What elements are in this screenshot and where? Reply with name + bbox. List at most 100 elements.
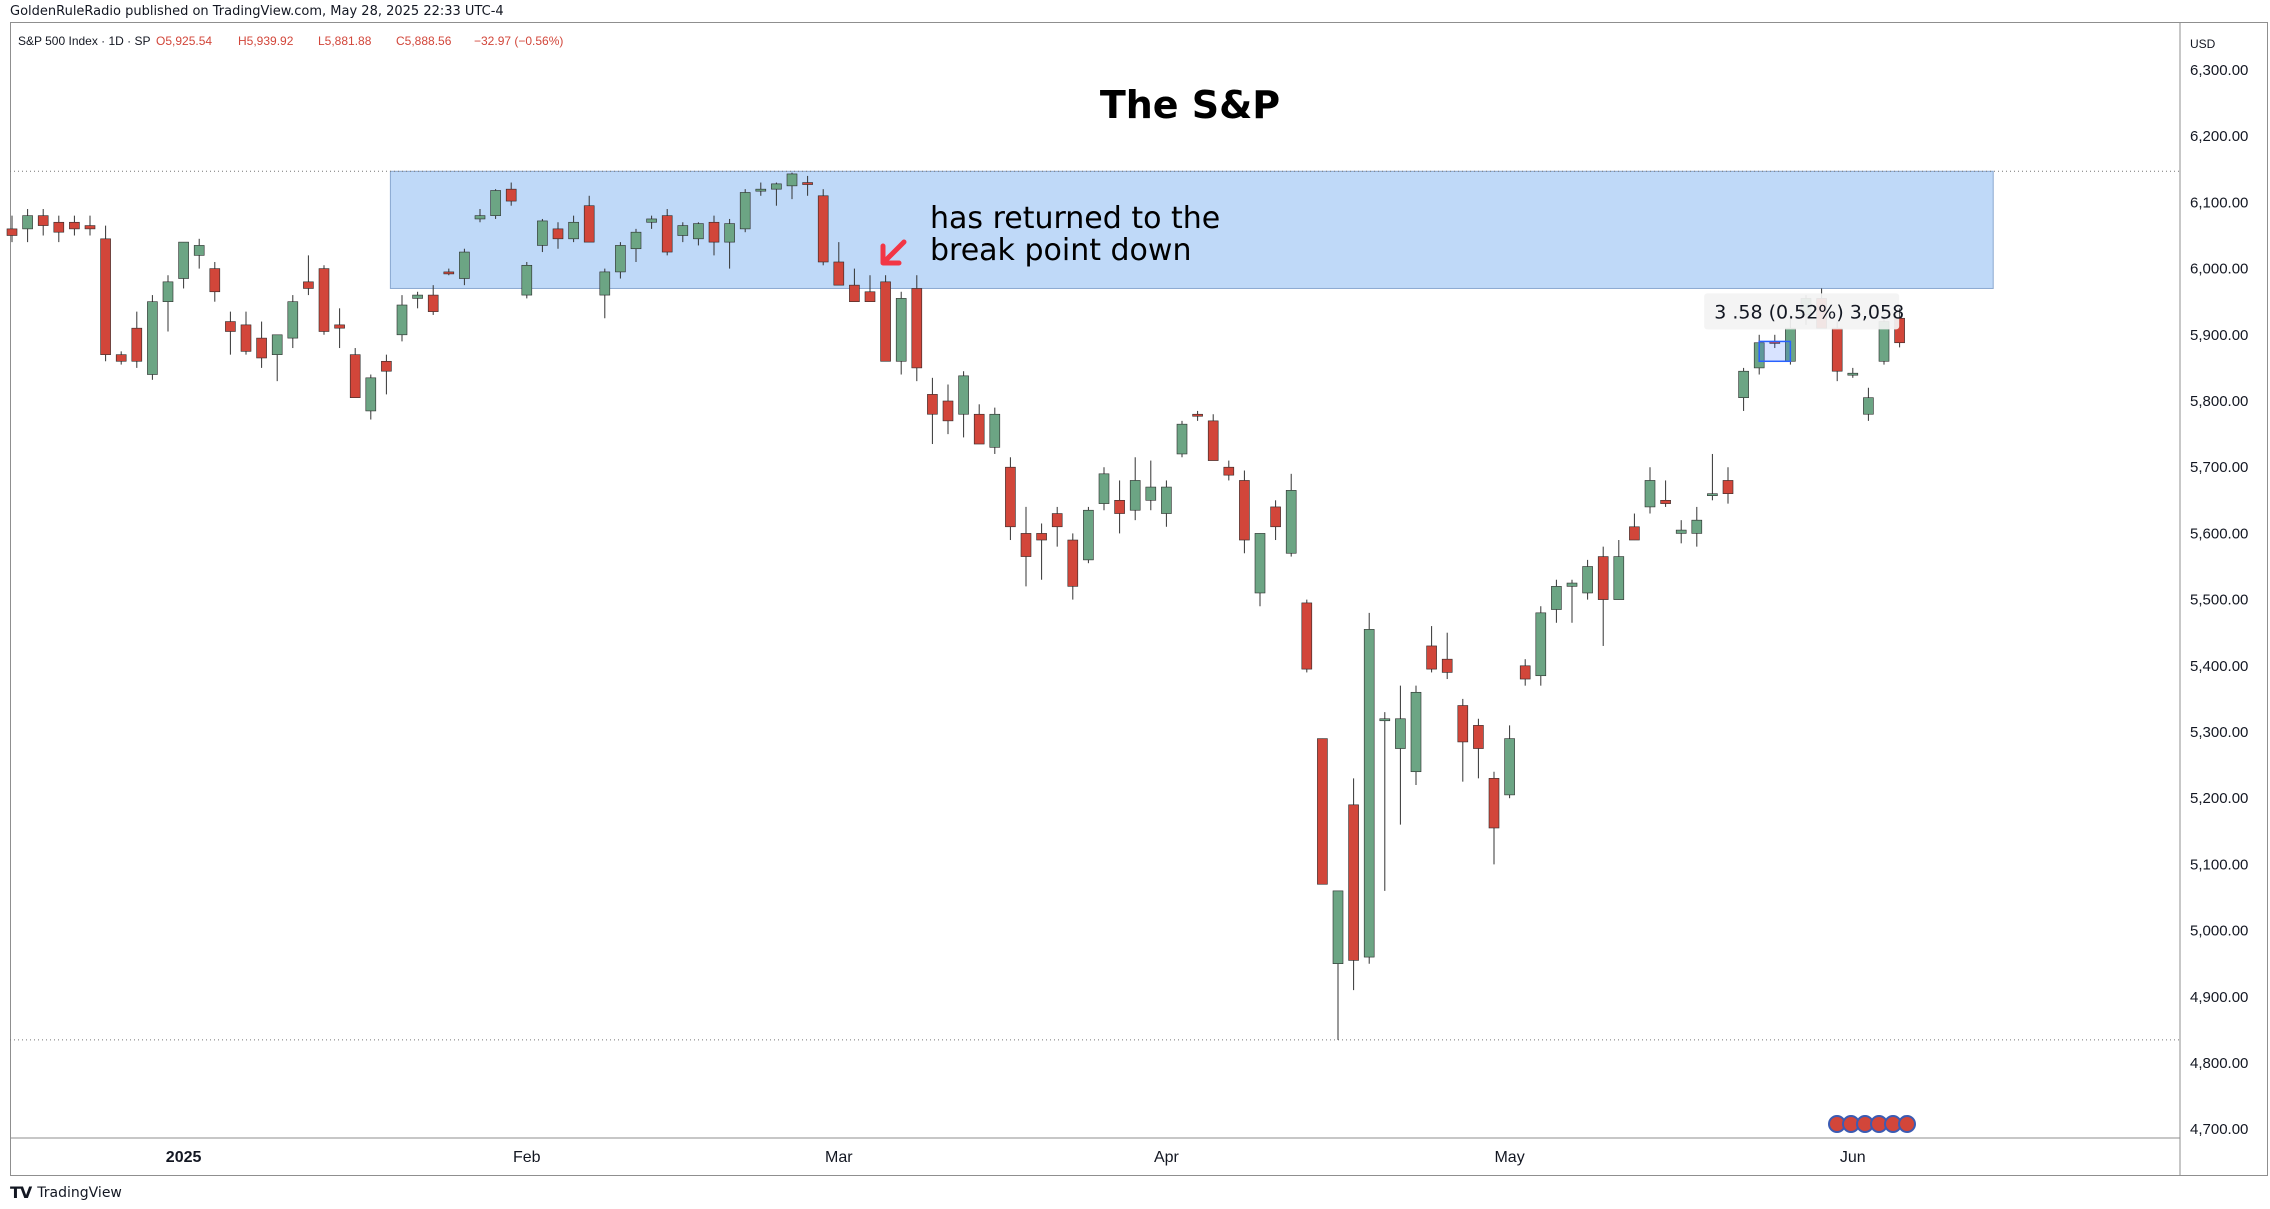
time-tick-label: Jun bbox=[1840, 1149, 1866, 1166]
chart-frame bbox=[10, 22, 2268, 1176]
candle-body bbox=[1098, 473, 1110, 504]
candle bbox=[115, 351, 127, 365]
legend-close: C5,888.56 bbox=[396, 34, 452, 48]
candle bbox=[537, 218, 548, 253]
candle bbox=[1332, 890, 1344, 1040]
candle-body bbox=[942, 400, 954, 422]
candle bbox=[1519, 659, 1531, 686]
currency-label: USD bbox=[2190, 37, 2216, 51]
candle-body bbox=[1722, 480, 1734, 494]
candle bbox=[162, 275, 174, 332]
candle-body bbox=[1005, 466, 1016, 528]
candle-body bbox=[833, 261, 845, 286]
candle-body bbox=[1254, 533, 1266, 594]
candle bbox=[849, 268, 860, 302]
resistance-zone[interactable] bbox=[389, 170, 1994, 289]
candle bbox=[1738, 367, 1749, 411]
candle bbox=[1005, 457, 1016, 541]
candle bbox=[1488, 771, 1500, 865]
candle-body bbox=[1863, 397, 1874, 415]
candle bbox=[1426, 626, 1437, 673]
candle bbox=[1613, 540, 1625, 600]
candle-body bbox=[1114, 499, 1125, 514]
candle-body bbox=[615, 245, 626, 273]
candle-body bbox=[1410, 691, 1422, 773]
candle bbox=[708, 215, 720, 256]
candle-body bbox=[474, 215, 486, 220]
candle-body bbox=[895, 298, 907, 362]
legend-change: −32.97 (−0.56%) bbox=[474, 34, 563, 48]
candle bbox=[1847, 367, 1859, 378]
candle-body bbox=[209, 268, 221, 293]
candle-body bbox=[84, 225, 96, 230]
candle bbox=[459, 248, 470, 286]
candle bbox=[1535, 606, 1547, 686]
candle-body bbox=[1894, 317, 1905, 344]
candle bbox=[209, 261, 221, 302]
candle-body bbox=[37, 215, 49, 226]
price-tick-label: 4,900.00 bbox=[2190, 989, 2248, 1006]
candle-body bbox=[1426, 645, 1437, 670]
candle bbox=[1098, 467, 1110, 511]
candle bbox=[1441, 632, 1453, 680]
candle-body bbox=[381, 360, 392, 372]
candle-body bbox=[1301, 602, 1313, 670]
candle bbox=[1083, 506, 1094, 564]
candle bbox=[1473, 718, 1484, 779]
candle-body bbox=[303, 281, 314, 289]
candle bbox=[1675, 520, 1687, 544]
measure-box[interactable] bbox=[1758, 340, 1792, 363]
candle bbox=[1145, 460, 1157, 511]
tradingview-logo[interactable]: TV TradingView bbox=[10, 1183, 122, 1202]
candle bbox=[193, 238, 205, 269]
candle-body bbox=[1348, 804, 1359, 961]
candle-body bbox=[1161, 486, 1172, 514]
candle-body bbox=[1239, 480, 1250, 541]
time-tick-label: 2025 bbox=[166, 1149, 202, 1166]
candle bbox=[1036, 523, 1047, 580]
candle-body bbox=[459, 251, 470, 279]
candle bbox=[1051, 506, 1063, 547]
candle bbox=[942, 384, 954, 435]
candle bbox=[365, 374, 377, 420]
candle bbox=[1504, 725, 1515, 799]
candle-body bbox=[1192, 413, 1203, 417]
time-tick-label: Feb bbox=[513, 1149, 541, 1166]
candle-body bbox=[1067, 539, 1079, 587]
candle bbox=[1582, 559, 1593, 600]
candle bbox=[37, 209, 49, 236]
candle bbox=[318, 265, 330, 335]
candle bbox=[100, 225, 111, 362]
candle-body bbox=[583, 205, 595, 243]
candle-body bbox=[1660, 499, 1671, 504]
candle-body bbox=[287, 301, 299, 339]
candle bbox=[1363, 612, 1375, 964]
candle bbox=[1644, 467, 1656, 514]
candle bbox=[490, 189, 501, 219]
candle-body bbox=[1145, 486, 1157, 501]
candle-body bbox=[911, 288, 923, 369]
candle bbox=[147, 295, 158, 380]
candle-body bbox=[1519, 665, 1531, 680]
candle-body bbox=[22, 215, 33, 230]
candle bbox=[287, 295, 299, 349]
price-tick-label: 5,300.00 bbox=[2190, 724, 2248, 741]
legend-low: L5,881.88 bbox=[318, 34, 372, 48]
candle-body bbox=[1176, 423, 1188, 455]
publish-info: GoldenRuleRadio published on TradingView… bbox=[10, 4, 504, 19]
time-tick-label: May bbox=[1494, 1149, 1524, 1166]
candle-body bbox=[1473, 725, 1484, 749]
candle bbox=[1410, 685, 1422, 785]
candle-body bbox=[505, 188, 517, 202]
candle bbox=[1379, 712, 1391, 891]
candle-body bbox=[1613, 556, 1625, 600]
candle bbox=[880, 275, 891, 362]
candle bbox=[802, 175, 813, 196]
candle bbox=[131, 311, 143, 368]
brand-label: TradingView bbox=[37, 1184, 122, 1201]
candle-body bbox=[1036, 533, 1047, 541]
candle bbox=[958, 371, 969, 438]
candle-body bbox=[349, 354, 361, 398]
candle bbox=[521, 261, 533, 299]
